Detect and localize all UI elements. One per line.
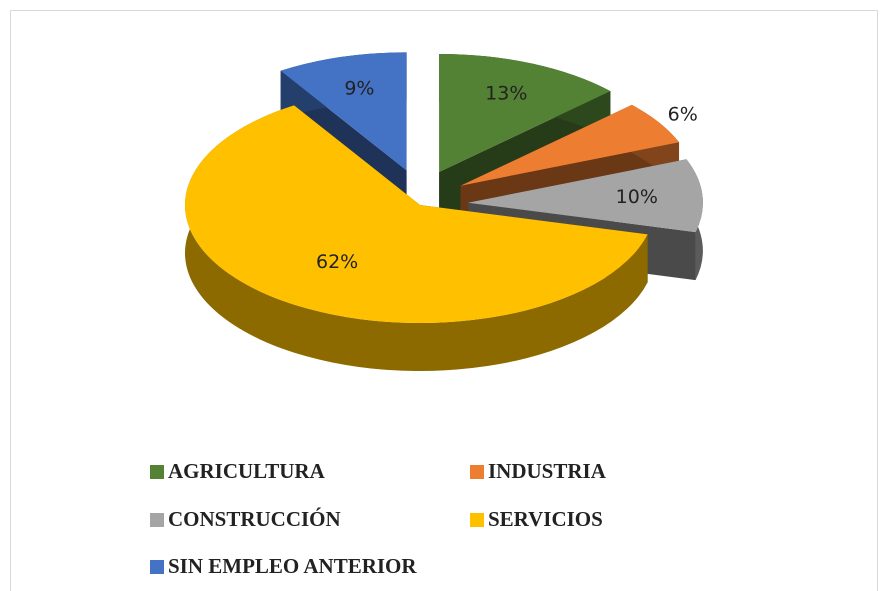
legend-label: INDUSTRIA <box>488 459 607 483</box>
legend-item: AGRICULTURA <box>150 459 326 483</box>
legend-label: SIN EMPLEO ANTERIOR <box>168 554 417 578</box>
data-label: 9% <box>344 77 374 99</box>
legend-item: CONSTRUCCIÓN <box>150 507 341 531</box>
legend-label: AGRICULTURA <box>168 459 326 483</box>
legend-swatch <box>150 560 164 574</box>
legend-swatch <box>150 465 164 479</box>
slice-top <box>280 52 407 171</box>
slice-top <box>184 105 648 323</box>
data-label: 62% <box>316 251 358 273</box>
legend-label: CONSTRUCCIÓN <box>168 507 341 531</box>
slice-top <box>460 104 680 186</box>
data-label: 10% <box>616 186 658 208</box>
data-label: 13% <box>485 82 527 104</box>
legend-swatch <box>470 465 484 479</box>
legend-item: SERVICIOS <box>470 507 603 531</box>
legend-swatch <box>150 513 164 527</box>
slice-top <box>439 53 611 172</box>
data-label: 6% <box>668 103 698 125</box>
legend: AGRICULTURA INDUSTRIA CONSTRUCCIÓN SERVICIO… <box>150 459 607 578</box>
pie: 13% 6% 10% 62% 9% <box>184 52 703 372</box>
legend-label: SERVICIOS <box>488 507 603 531</box>
pie-slice <box>184 105 648 372</box>
slice-top <box>467 159 703 233</box>
legend-item: INDUSTRIA <box>470 459 607 483</box>
legend-item: SIN EMPLEO ANTERIOR <box>150 554 417 578</box>
legend-swatch <box>470 513 484 527</box>
